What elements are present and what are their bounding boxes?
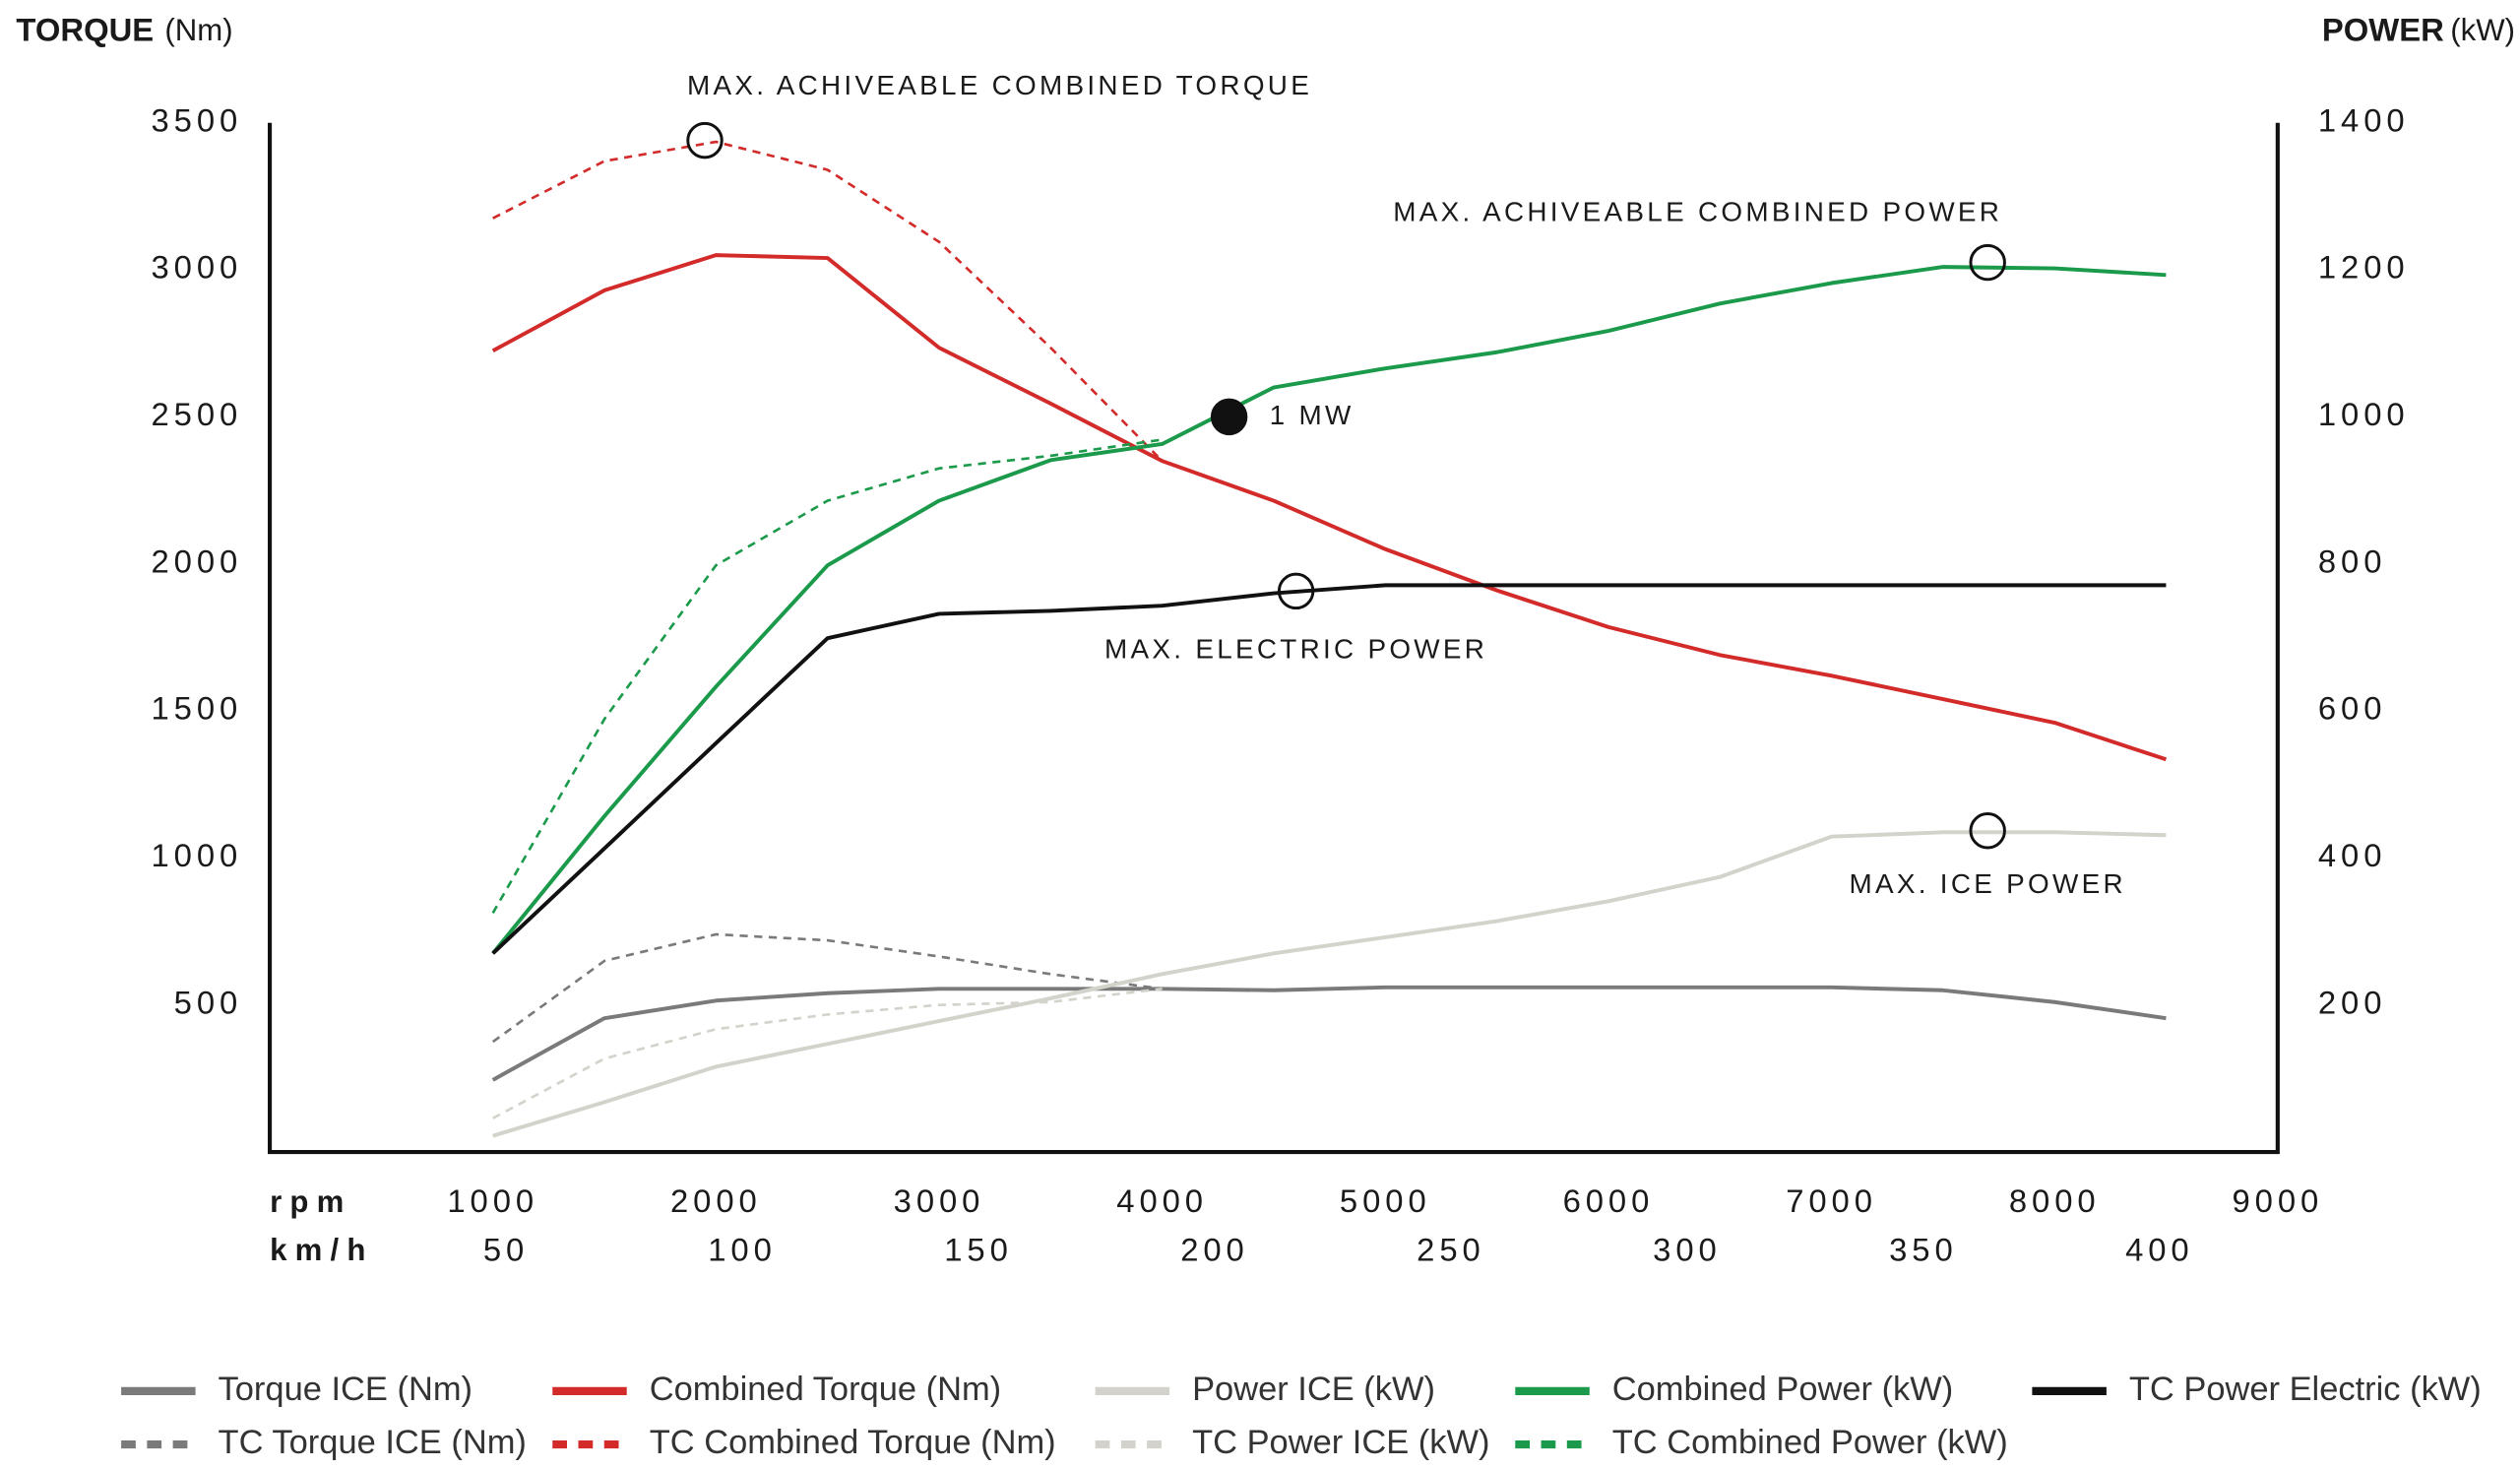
- y2-tick-label: 600: [2318, 690, 2387, 727]
- series-line: [492, 987, 1163, 1119]
- y2-axis-title: POWER: [2322, 11, 2444, 47]
- x2-tick-label: 250: [1417, 1231, 1485, 1267]
- x2-tick-label: 200: [1180, 1231, 1249, 1267]
- x2-tick-label: 50: [483, 1231, 529, 1267]
- x-tick-label: 3000: [894, 1182, 985, 1219]
- y-tick-label: 3000: [151, 249, 242, 286]
- x-tick-label: 2000: [670, 1182, 762, 1219]
- x2-tick-label: 300: [1653, 1231, 1722, 1267]
- series-line: [492, 140, 1164, 463]
- y2-tick-label: 800: [2318, 543, 2387, 579]
- x-tick-label: 4000: [1116, 1182, 1208, 1219]
- series-line: [491, 583, 2167, 955]
- series-line: [491, 438, 1163, 914]
- series-line: [491, 985, 2167, 1082]
- annotation-label: MAX. ELECTRIC POWER: [1104, 633, 1487, 664]
- annotation-marker: [1969, 243, 2006, 282]
- x-tick-label: 8000: [2009, 1182, 2101, 1219]
- annotation-marker: [1210, 398, 1248, 436]
- y-tick-label: 1500: [151, 690, 242, 727]
- annotation-marker: [1277, 572, 1315, 610]
- x-tick-label: 1000: [447, 1182, 538, 1219]
- y-tick-label: 2500: [151, 396, 242, 432]
- annotation-label: MAX. ACHIVEABLE COMBINED TORQUE: [687, 70, 1312, 100]
- axes: [268, 122, 2280, 1155]
- annotation-label: MAX. ICE POWER: [1850, 868, 2126, 899]
- legend-label: Combined Power (kW): [1612, 1371, 1954, 1408]
- legend-label: Power ICE (kW): [1192, 1371, 1435, 1408]
- y2-tick-label: 200: [2318, 984, 2387, 1020]
- y-tick-label: 2000: [151, 543, 242, 579]
- x-tick-label: 6000: [1563, 1182, 1655, 1219]
- legend-label: TC Power Electric (kW): [2129, 1371, 2482, 1408]
- series-line: [491, 265, 2167, 955]
- series-line: [491, 932, 1163, 1044]
- annotation-marker: [1969, 812, 2006, 850]
- x-tick-label: 9000: [2232, 1182, 2323, 1219]
- x-axis-title: rpm: [270, 1184, 351, 1219]
- x2-tick-label: 350: [1889, 1231, 1958, 1267]
- y-tick-label: 1000: [151, 837, 242, 873]
- x-tick-label: 5000: [1340, 1182, 1431, 1219]
- y-tick-label: 3500: [151, 101, 242, 138]
- series-line: [491, 253, 2168, 762]
- x-tick-label: 7000: [1786, 1182, 1877, 1219]
- y2-tick-label: 1200: [2318, 249, 2410, 286]
- series-line: [492, 830, 2167, 1138]
- axis-frame: [268, 122, 2280, 1155]
- legend-label: TC Power ICE (kW): [1192, 1424, 1489, 1461]
- y-axis-title: TORQUE: [16, 11, 154, 47]
- legend-label: TC Torque ICE (Nm): [219, 1424, 527, 1461]
- x2-tick-label: 400: [2125, 1231, 2194, 1267]
- y2-tick-label: 1400: [2318, 101, 2410, 138]
- x2-tick-label: 100: [708, 1231, 777, 1267]
- annotation-marker: [686, 121, 724, 160]
- legend-label: Torque ICE (Nm): [219, 1371, 472, 1408]
- y-axis-unit: (Nm): [164, 13, 232, 47]
- y-tick-label: 500: [174, 984, 243, 1020]
- annotation-label: 1 MW: [1270, 400, 1354, 430]
- x2-axis-title: km/h: [270, 1233, 374, 1267]
- x2-tick-label: 150: [944, 1231, 1013, 1267]
- annotation-label: MAX. ACHIVEABLE COMBINED POWER: [1393, 197, 2002, 227]
- legend-label: TC Combined Power (kW): [1612, 1424, 2008, 1461]
- legend-label: Combined Torque (Nm): [650, 1371, 1001, 1408]
- y2-tick-label: 400: [2318, 837, 2387, 873]
- legend-label: TC Combined Torque (Nm): [650, 1424, 1056, 1461]
- y2-axis-unit: (kW): [2450, 13, 2515, 47]
- y2-tick-label: 1000: [2318, 396, 2410, 432]
